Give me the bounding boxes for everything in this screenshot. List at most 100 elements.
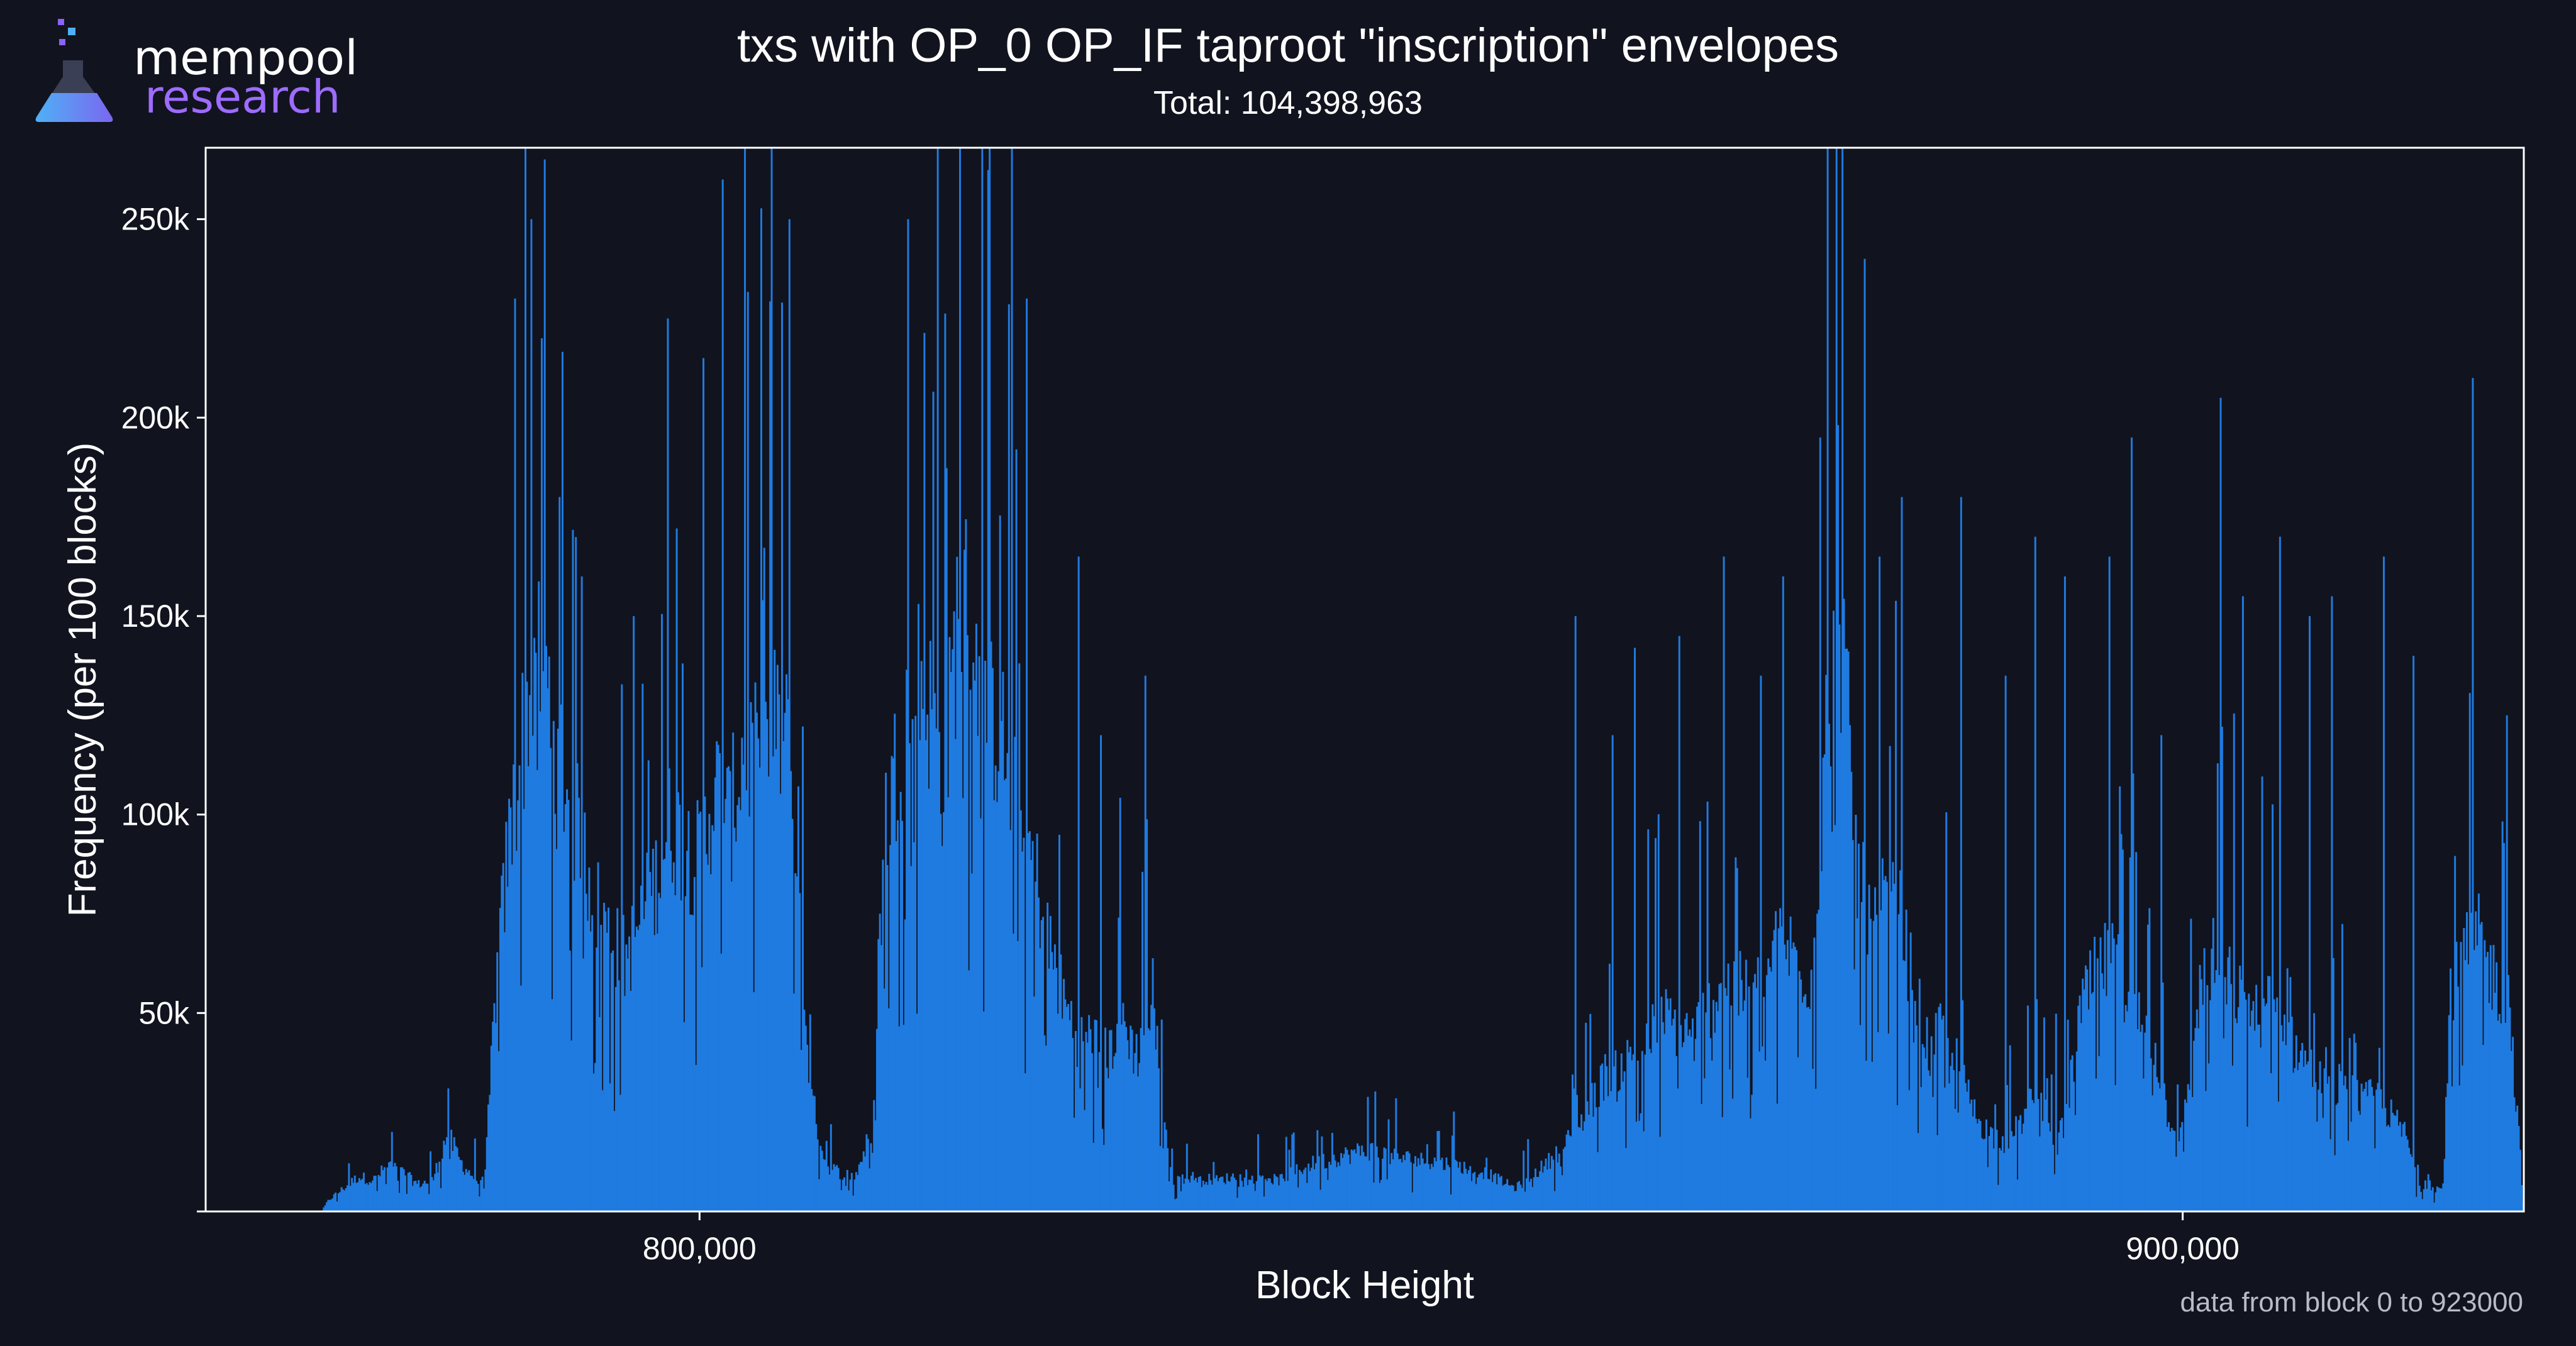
histogram-bar xyxy=(2021,1134,2023,1211)
histogram-bar xyxy=(894,714,896,1211)
histogram-bar xyxy=(1804,994,1807,1211)
histogram-bar xyxy=(867,1139,869,1211)
histogram-bar xyxy=(1257,1134,1259,1211)
histogram-bar xyxy=(505,822,508,1211)
histogram-bar xyxy=(1306,1183,1308,1211)
histogram-bar xyxy=(2392,1113,2394,1211)
histogram-bar xyxy=(369,1182,371,1211)
histogram-bar xyxy=(1926,1017,1928,1211)
histogram-bar xyxy=(1884,876,1887,1211)
histogram-bar xyxy=(1692,1018,1694,1211)
histogram-bar xyxy=(1705,1012,1707,1211)
histogram-bar xyxy=(2448,1015,2450,1211)
histogram-bar xyxy=(1255,1181,1258,1211)
histogram-bar xyxy=(806,1044,809,1211)
histogram-bar xyxy=(2107,930,2109,1211)
histogram-bar xyxy=(622,915,625,1211)
histogram-bar xyxy=(2421,1199,2424,1211)
histogram-bar xyxy=(2228,946,2231,1211)
histogram-bar xyxy=(2065,1103,2068,1211)
histogram-bar xyxy=(1945,812,1948,1211)
histogram-bar xyxy=(2304,1051,2306,1211)
histogram-bar xyxy=(1211,1184,1213,1211)
histogram-bar xyxy=(587,920,589,1211)
histogram-bar xyxy=(1512,1185,1514,1211)
histogram-bar xyxy=(1909,932,1912,1211)
histogram-bar xyxy=(2241,596,2244,1211)
histogram-bar xyxy=(1576,1095,1579,1211)
histogram-bar xyxy=(2166,1127,2168,1211)
histogram-bar xyxy=(487,1104,490,1211)
histogram-bar xyxy=(891,756,893,1211)
histogram-bar xyxy=(2463,928,2465,1211)
histogram-bar xyxy=(1416,1166,1418,1211)
histogram-bar xyxy=(2470,912,2473,1211)
histogram-bar xyxy=(1994,1104,1997,1211)
histogram-bar xyxy=(2343,1085,2345,1211)
histogram-bar xyxy=(1046,902,1049,1211)
histogram-bar xyxy=(1558,1153,1560,1211)
histogram-bar xyxy=(1426,1144,1428,1211)
histogram-bar xyxy=(1751,1095,1753,1211)
histogram-bar xyxy=(659,898,662,1211)
histogram-bar xyxy=(1987,1167,1989,1211)
histogram-bar xyxy=(1516,1182,1519,1211)
histogram-bar xyxy=(414,1181,417,1211)
histogram-bar xyxy=(691,914,693,1211)
histogram-bar xyxy=(1218,1178,1221,1211)
histogram-bar xyxy=(840,1190,843,1211)
histogram-bar xyxy=(2098,1056,2101,1211)
histogram-bar xyxy=(1955,1038,1958,1211)
histogram-bar xyxy=(1374,1091,1377,1211)
histogram-bar xyxy=(2214,983,2216,1211)
histogram-bar xyxy=(2239,966,2241,1211)
histogram-bar xyxy=(1205,1181,1208,1211)
histogram-bar xyxy=(2165,1100,2167,1211)
histogram-bar xyxy=(1833,610,1835,1211)
histogram-bar xyxy=(391,1132,393,1211)
histogram-bar xyxy=(2419,1191,2422,1211)
histogram-bar xyxy=(779,793,782,1211)
histogram-bar xyxy=(1451,1135,1453,1211)
histogram-bar xyxy=(765,702,767,1211)
histogram-bar xyxy=(1316,1130,1319,1211)
histogram-bar xyxy=(850,1172,853,1211)
histogram-bar xyxy=(809,1014,811,1211)
histogram-bar xyxy=(1457,1167,1460,1211)
histogram-bar xyxy=(1391,1152,1393,1211)
histogram-bar xyxy=(2302,1066,2305,1211)
histogram-bar xyxy=(2464,960,2467,1211)
histogram-bar xyxy=(2206,985,2209,1211)
histogram-bar xyxy=(957,619,960,1211)
histogram-bar xyxy=(1266,1181,1269,1211)
histogram-bar xyxy=(1377,1157,1380,1211)
histogram-bar xyxy=(887,1008,890,1211)
histogram-bar xyxy=(1819,437,1821,1211)
histogram-bar xyxy=(729,771,731,1211)
histogram-bar xyxy=(750,702,752,1211)
histogram-bar xyxy=(582,958,584,1211)
histogram-bar xyxy=(874,1120,877,1211)
histogram-bar xyxy=(993,800,996,1211)
histogram-bar xyxy=(502,863,504,1211)
histogram-bar xyxy=(1355,1153,1357,1211)
histogram-bar xyxy=(1696,1007,1699,1211)
histogram-bar xyxy=(1263,1196,1265,1211)
histogram-bar xyxy=(1177,1176,1179,1211)
histogram-bar xyxy=(896,820,899,1211)
histogram-bar xyxy=(1326,1179,1329,1211)
histogram-bar xyxy=(2092,992,2094,1211)
histogram-bar xyxy=(2346,1089,2348,1211)
histogram-bar xyxy=(530,219,533,1211)
histogram-bar xyxy=(2029,1089,2032,1211)
histogram-bar xyxy=(748,816,751,1211)
histogram-bar xyxy=(1825,675,1828,1211)
histogram-bar xyxy=(1689,1029,1691,1211)
histogram-bar xyxy=(1613,1066,1615,1211)
histogram-bar xyxy=(1383,1147,1385,1211)
histogram-bar xyxy=(1871,1061,1874,1211)
histogram-bar xyxy=(2265,1003,2268,1211)
histogram-bar xyxy=(2389,1127,2391,1211)
histogram-bar xyxy=(364,1184,367,1211)
histogram-bar xyxy=(2209,1000,2211,1211)
